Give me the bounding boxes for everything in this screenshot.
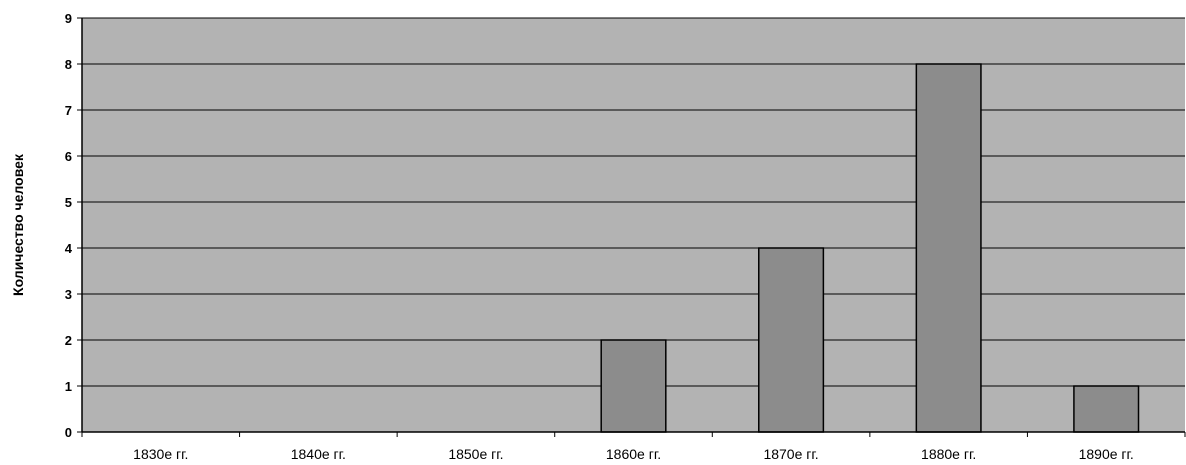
y-tick-label-9: 9: [65, 11, 72, 26]
y-tick-label-0: 0: [65, 425, 72, 440]
bar-6: [1073, 385, 1140, 433]
y-tick-label-2: 2: [65, 333, 72, 348]
y-axis-label: Количество человек: [10, 153, 26, 296]
bar-4: [758, 247, 825, 433]
x-tick-label-1: 1840е гг.: [291, 446, 346, 462]
x-tick-label-6: 1890е гг.: [1079, 446, 1134, 462]
bar-3: [600, 339, 667, 433]
y-tick-label-4: 4: [65, 241, 73, 256]
y-tick-label-3: 3: [65, 287, 72, 302]
bars: [600, 63, 1140, 433]
x-tick-labels: 1830е гг. 1840е гг. 1850е гг. 1860е гг. 1870…: [133, 446, 1134, 462]
y-tick-label-8: 8: [65, 57, 72, 72]
x-tick-label-0: 1830е гг.: [133, 446, 188, 462]
axes: [77, 17, 1186, 437]
y-tick-labels: 0 1 2 3 4 5 6 7 8 9: [65, 11, 73, 440]
bar-5: [915, 63, 982, 433]
y-tick-label-1: 1: [65, 379, 72, 394]
y-tick-label-6: 6: [65, 149, 72, 164]
x-tick-label-4: 1870е гг.: [763, 446, 818, 462]
x-tick-label-3: 1860е гг.: [606, 446, 661, 462]
x-tick-label-2: 1850е гг.: [448, 446, 503, 462]
y-tick-label-7: 7: [65, 103, 72, 118]
y-tick-label-5: 5: [65, 195, 72, 210]
x-tick-label-5: 1880е гг.: [921, 446, 976, 462]
